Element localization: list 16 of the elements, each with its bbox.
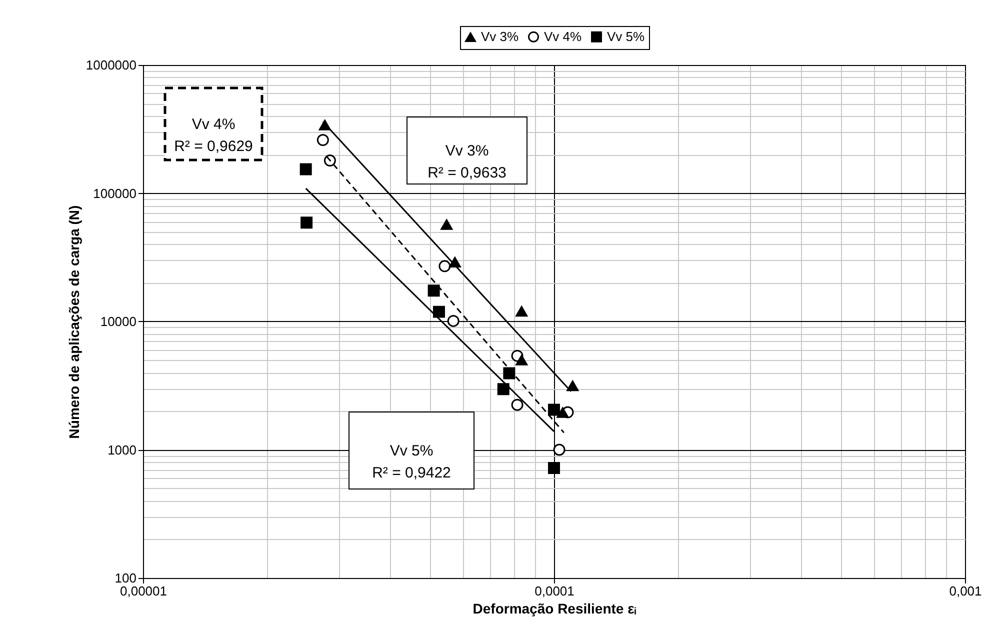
x-tick-label: 0,001 [949, 584, 982, 598]
legend-label: Vv 4% [544, 28, 582, 44]
legend-label: Vv 3% [481, 29, 520, 44]
y-tick-label: 100000 [93, 186, 136, 201]
legend-label: Vv 5% [607, 28, 646, 44]
annotation: Vv 4% R² = 0,9629 [174, 116, 253, 155]
x-tick-label: 0,00001 [120, 584, 167, 598]
y-tick-label: 1000000 [86, 58, 136, 72]
y-axis-title: Número de aplicações de carga (N) [66, 205, 82, 439]
x-axis-title: Deformação Resiliente εᵢ [472, 600, 636, 616]
annotation: Vv 5% R² = 0,9422 [372, 442, 451, 482]
y-tick-label: 10000 [100, 314, 136, 329]
y-tick-label: 100 [114, 570, 136, 586]
x-tick-label: 0,0001 [534, 584, 574, 598]
annotation: Vv 3% R² = 0,9633 [428, 142, 506, 182]
y-tick-label: 1000 [108, 442, 136, 458]
